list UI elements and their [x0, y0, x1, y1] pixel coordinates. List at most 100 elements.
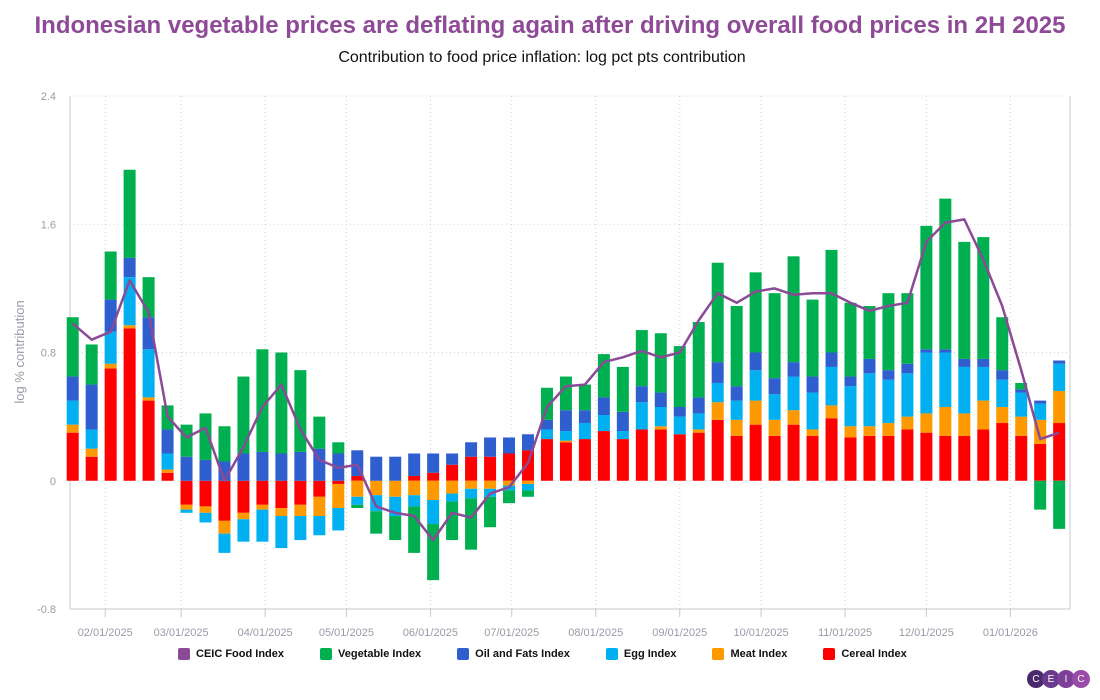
bar-cereal-index: [673, 434, 686, 481]
bar-oil-and-fats-index: [901, 363, 914, 374]
bar-vegetable-index: [313, 416, 326, 449]
bar-cereal-index: [237, 480, 250, 513]
legend-item[interactable]: Egg Index: [605, 648, 676, 660]
bar-oil-and-fats-index: [844, 376, 857, 387]
bar-vegetable-index: [237, 376, 250, 454]
legend-item[interactable]: Meat Index: [712, 648, 787, 660]
bar-egg-index: [180, 509, 193, 513]
bar-vegetable-index: [692, 322, 705, 398]
bar-vegetable-index: [673, 346, 686, 408]
bar-egg-index: [559, 431, 572, 441]
bar-egg-index: [332, 508, 345, 531]
bar-vegetable-index: [446, 501, 459, 541]
bar-oil-and-fats-index: [237, 453, 250, 481]
bar-meat-index: [806, 429, 819, 436]
legend-swatch: [320, 648, 332, 660]
bar-oil-and-fats-index: [749, 352, 762, 371]
bar-egg-index: [825, 366, 838, 406]
bar-egg-index: [465, 488, 478, 499]
bar-oil-and-fats-index: [616, 411, 629, 432]
legend-item[interactable]: Vegetable Index: [320, 648, 421, 660]
bar-egg-index: [294, 516, 307, 541]
bar-cereal-index: [256, 480, 269, 505]
bar-vegetable-index: [939, 198, 952, 350]
bar-oil-and-fats-index: [863, 358, 876, 374]
bar-meat-index: [446, 480, 459, 494]
bar-cereal-index: [503, 453, 516, 481]
bar-cereal-index: [161, 472, 174, 481]
bar-egg-index: [1015, 392, 1028, 417]
legend-item[interactable]: Cereal Index: [823, 648, 907, 660]
bar-oil-and-fats-index: [1034, 400, 1047, 404]
legend-label: Oil and Fats Index: [475, 648, 570, 660]
bar-meat-index: [427, 480, 440, 500]
bar-oil-and-fats-index: [427, 453, 440, 473]
bar-egg-index: [161, 453, 174, 470]
bar-egg-index: [123, 277, 136, 326]
bar-oil-and-fats-index: [1015, 389, 1028, 393]
bar-cereal-index: [1034, 443, 1047, 481]
bar-cereal-index: [104, 368, 117, 481]
bar-cereal-index: [123, 328, 136, 481]
bar-vegetable-index: [1053, 480, 1066, 529]
bar-egg-index: [616, 431, 629, 440]
bar-meat-index: [559, 440, 572, 443]
bar-meat-index: [521, 480, 534, 484]
bar-vegetable-index: [199, 413, 212, 460]
bar-egg-index: [1034, 403, 1047, 420]
bar-meat-index: [294, 504, 307, 517]
bar-oil-and-fats-index: [85, 384, 98, 430]
bar-oil-and-fats-index: [161, 429, 174, 454]
bar-cereal-index: [521, 450, 534, 481]
bar-cereal-index: [484, 456, 497, 481]
legend-item[interactable]: CEIC Food Index: [178, 648, 284, 660]
y-tick-label: 2.4: [41, 91, 56, 103]
bar-egg-index: [939, 352, 952, 408]
bar-oil-and-fats-index: [1053, 360, 1066, 364]
bar-cereal-index: [787, 424, 800, 481]
bar-oil-and-fats-index: [711, 362, 724, 383]
bar-egg-index: [882, 379, 895, 424]
bar-vegetable-index: [85, 344, 98, 385]
bar-cereal-index: [313, 480, 326, 497]
bar-cereal-index: [85, 456, 98, 481]
bar-vegetable-index: [616, 366, 629, 412]
bar-vegetable-index: [256, 349, 269, 452]
bar-cereal-index: [578, 439, 591, 481]
bar-egg-index: [427, 499, 440, 525]
bar-vegetable-index: [1015, 382, 1028, 390]
bar-cereal-index: [616, 439, 629, 481]
bar-egg-index: [711, 382, 724, 403]
bar-egg-index: [521, 483, 534, 491]
bar-egg-index: [692, 413, 705, 430]
bar-meat-index: [370, 480, 383, 496]
bar-vegetable-index: [882, 293, 895, 371]
bar-egg-index: [85, 429, 98, 449]
bar-egg-index: [958, 366, 971, 414]
bar-vegetable-index: [920, 225, 933, 350]
bar-oil-and-fats-index: [825, 352, 838, 367]
bar-vegetable-index: [730, 306, 743, 387]
bar-meat-index: [123, 325, 136, 329]
bar-meat-index: [882, 423, 895, 436]
bar-cereal-index: [559, 442, 572, 481]
legend-item[interactable]: Oil and Fats Index: [457, 648, 570, 660]
bar-egg-index: [654, 407, 667, 427]
bar-meat-index: [863, 426, 876, 436]
bar-vegetable-index: [389, 516, 402, 541]
bar-vegetable-index: [218, 426, 231, 462]
bar-oil-and-fats-index: [692, 397, 705, 414]
bar-meat-index: [996, 407, 1009, 424]
bar-cereal-index: [66, 432, 79, 481]
bar-cereal-index: [446, 464, 459, 481]
bar-vegetable-index: [104, 251, 117, 300]
bar-meat-index: [104, 363, 117, 369]
bar-oil-and-fats-index: [199, 459, 212, 481]
bar-meat-index: [939, 407, 952, 436]
bar-oil-and-fats-index: [654, 392, 667, 408]
bar-meat-index: [484, 480, 497, 489]
x-tick-label: 08/01/2025: [568, 627, 623, 639]
bar-meat-index: [1015, 416, 1028, 436]
bar-egg-index: [673, 416, 686, 435]
bar-oil-and-fats-index: [180, 456, 193, 481]
